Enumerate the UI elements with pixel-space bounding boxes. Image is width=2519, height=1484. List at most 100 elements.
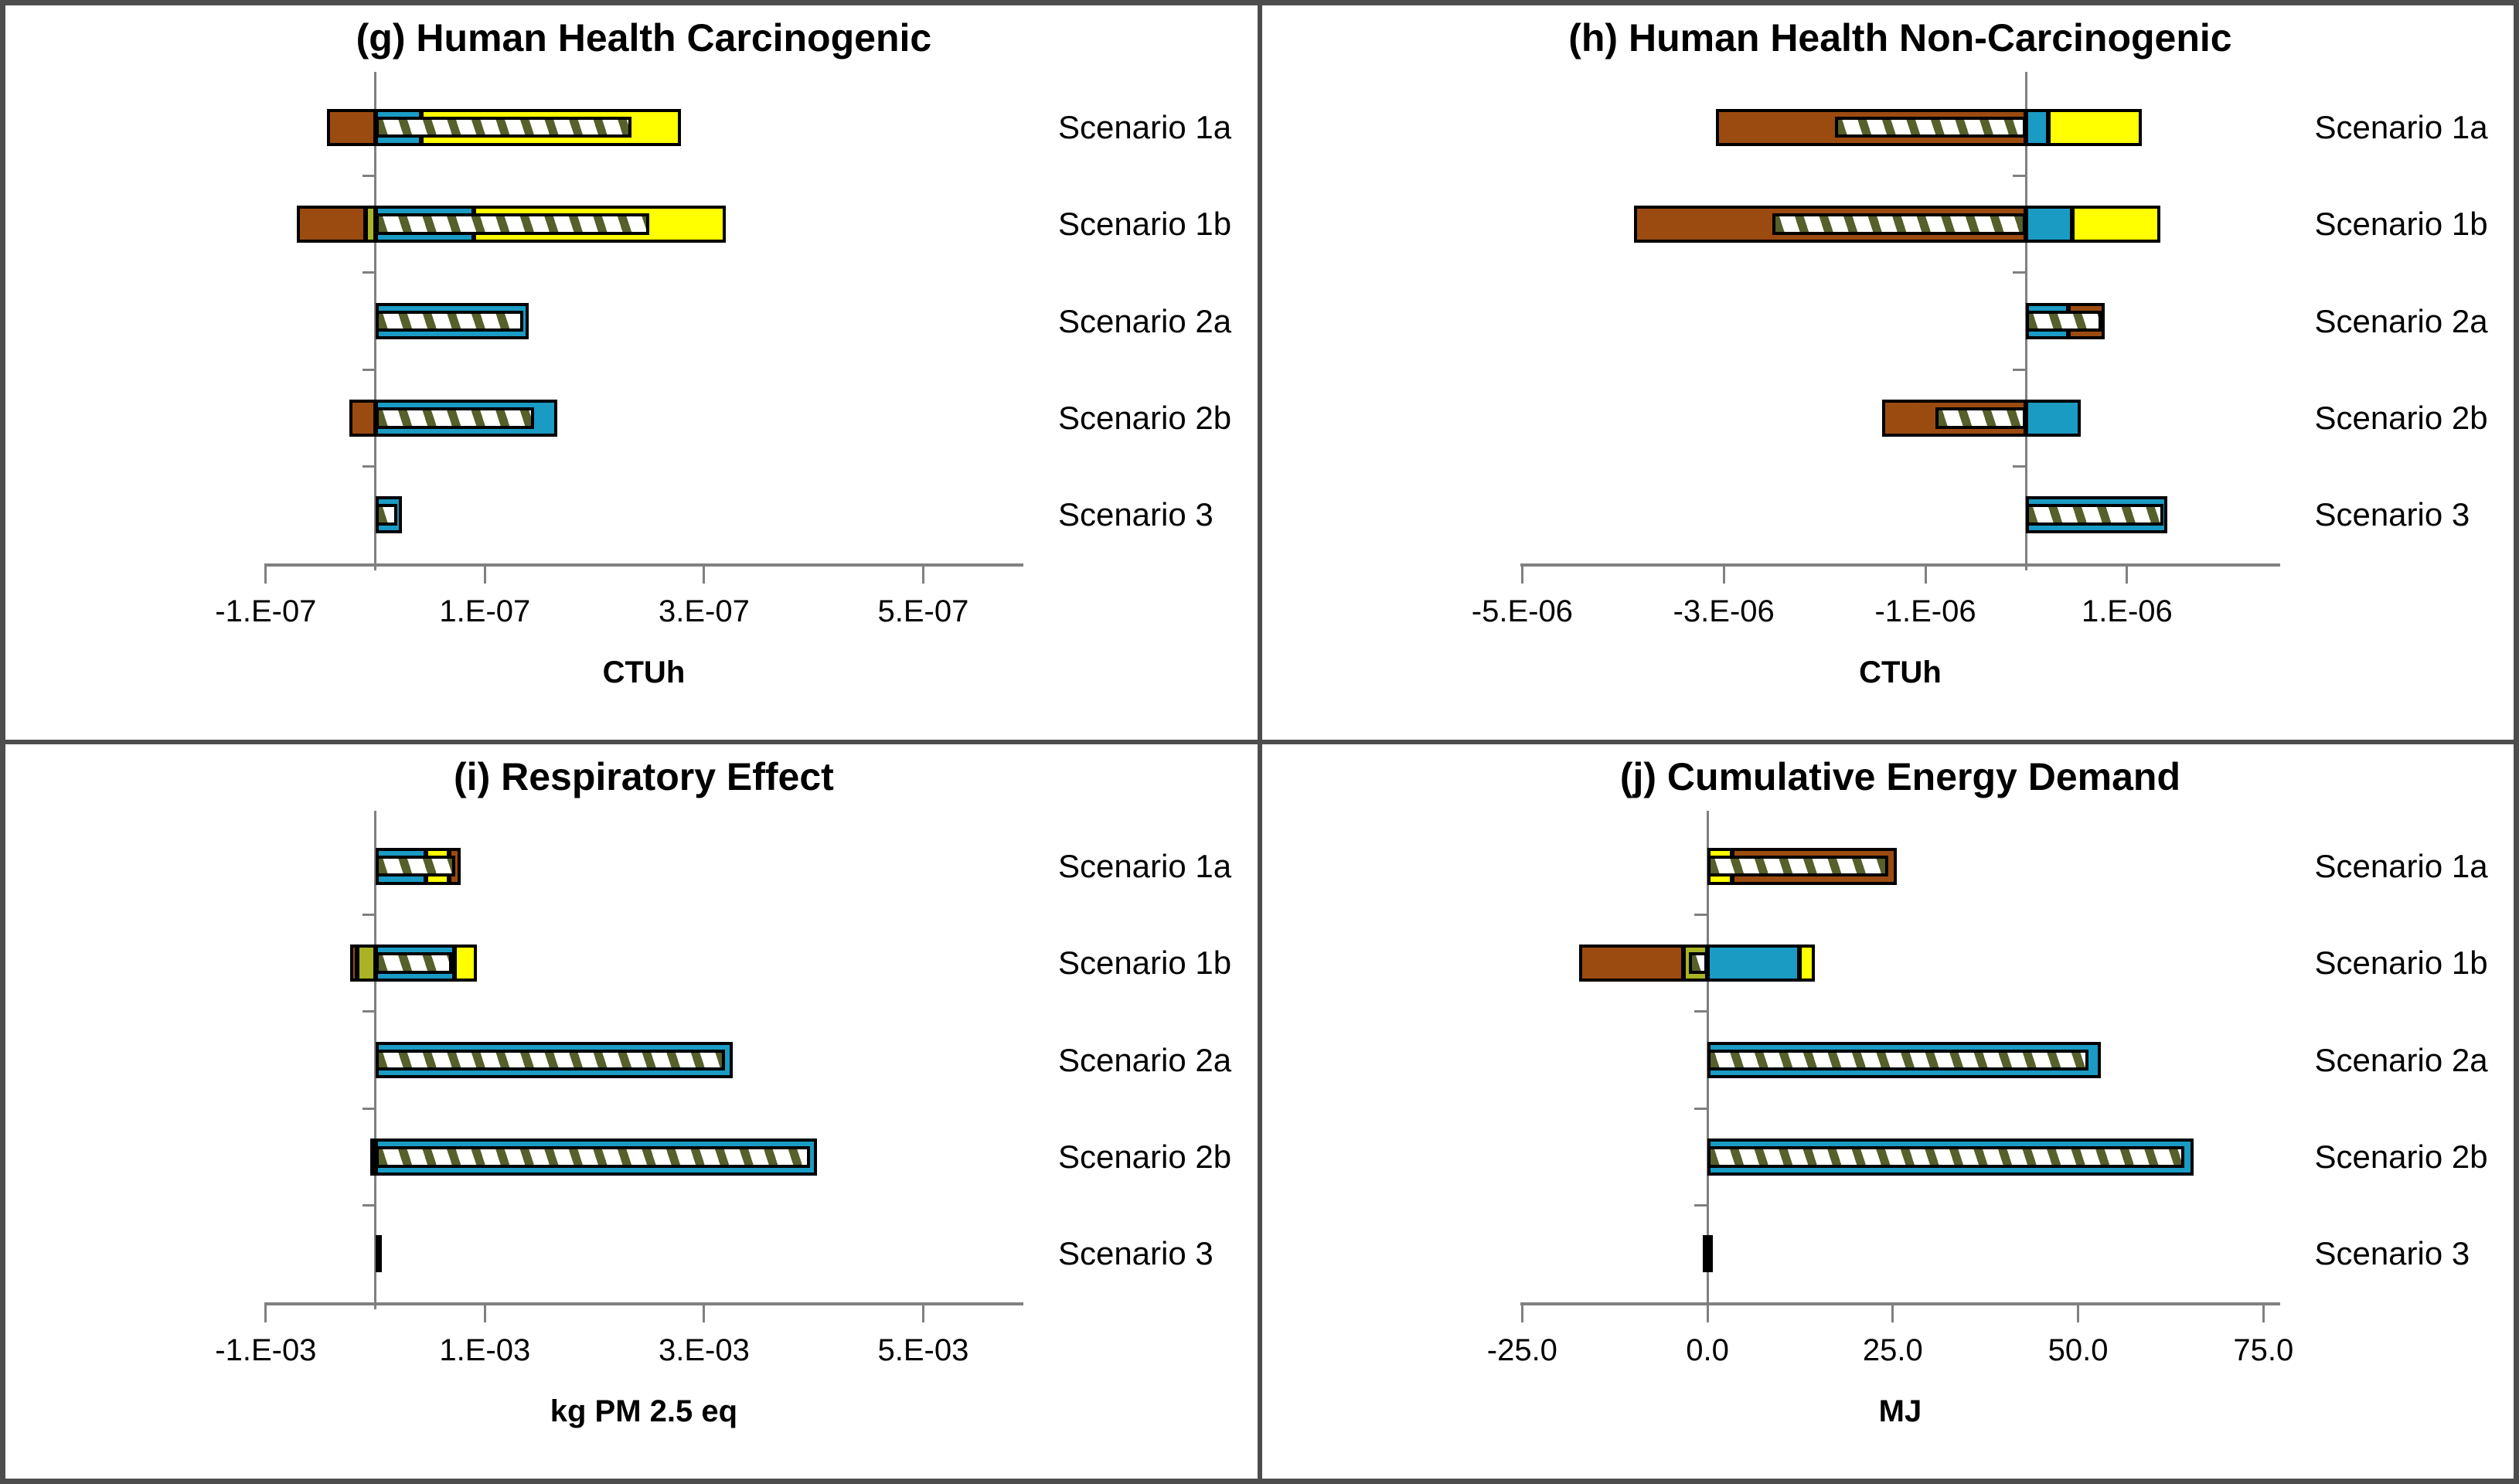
net-total-hatched-bar [375, 310, 523, 332]
bar-row [1522, 79, 2278, 175]
category-axis-tick [2013, 174, 2027, 177]
scenario-label: Scenario 1b [2314, 206, 2488, 243]
net-total-hatched-bar [375, 855, 456, 877]
x-axis-tick [264, 563, 267, 584]
net-total-hatched-bar [375, 407, 535, 429]
scenario-label: Scenario 2a [2314, 302, 2488, 339]
x-axis-tick [1891, 1302, 1894, 1322]
net-total-hatched-bar [1707, 1049, 2088, 1071]
x-axis-tick [1706, 1302, 1709, 1322]
x-axis-tick [703, 563, 706, 584]
x-axis-tick-label: 1.E-03 [439, 1333, 531, 1367]
bar-row [1522, 1012, 2278, 1108]
category-axis-tick [2013, 465, 2027, 468]
bar-row [1522, 1108, 2278, 1205]
bar-outline [327, 108, 682, 146]
plot-area: -25.0 0.0 25.0 50.0 75.0 Scenario 1a Scenario … [1487, 810, 2488, 1367]
x-axis-tick [2126, 563, 2129, 584]
scenario-label: Scenario 3 [2314, 1235, 2470, 1272]
bar-row [266, 1206, 1022, 1302]
scenario-label: Scenario 1a [1057, 108, 1232, 145]
bar-row [266, 175, 1022, 272]
scenario-label: Scenario 2a [1057, 1041, 1232, 1078]
panel-j-cumulative-energy-demand: (j) Cumulative Energy Demand -25.0 0.0 25.… [1259, 742, 2516, 1481]
x-axis-line [1520, 563, 2280, 567]
x-axis-label: kg PM 2.5 eq [550, 1394, 738, 1428]
bar-outline [1634, 206, 2160, 243]
plot-area: -5.E-06 -3.E-06 -1.E-06 1.E-06 Scenario 1a Sc… [1472, 71, 2488, 628]
scenario-label: Scenario 1b [1057, 206, 1232, 243]
scenario-label: Scenario 2a [1057, 302, 1232, 339]
scenario-label: Scenario 2b [2314, 399, 2488, 436]
panel-title: (i) Respiratory Effect [454, 755, 834, 799]
panel-title: (g) Human Health Carcinogenic [356, 16, 932, 60]
x-axis-line [264, 1302, 1024, 1305]
x-axis-tick-label: 3.E-03 [658, 1333, 750, 1367]
bar-row [266, 467, 1022, 563]
x-axis-tick [1520, 563, 1523, 584]
x-axis-tick-label: -1.E-07 [215, 594, 317, 628]
x-axis-tick [2077, 1302, 2080, 1322]
category-axis-tick [362, 913, 376, 916]
net-total-hatched-bar [375, 952, 452, 974]
panel-h-human-health-non-carcinogenic: (h) Human Health Non-Carcinogenic -5.E-0… [1259, 3, 2516, 742]
bar-row [1522, 1206, 2278, 1302]
bar-outline [1881, 400, 2081, 437]
bar-row [1522, 273, 2278, 369]
scenario-label: Scenario 1a [1057, 847, 1232, 884]
x-axis-tick-label: 75.0 [2233, 1333, 2294, 1367]
category-axis-tick [362, 174, 376, 177]
x-axis-tick [1520, 1302, 1523, 1322]
x-axis-tick [921, 563, 924, 584]
x-axis-tick-label: -5.E-06 [1471, 594, 1573, 628]
bar-row [266, 914, 1022, 1011]
bar-row [1522, 914, 2278, 1011]
bar-outline [350, 945, 478, 982]
x-axis-tick-label: -25.0 [1486, 1333, 1557, 1367]
panel-g-human-health-carcinogenic: (g) Human Health Carcinogenic -1.E-07 1.E… [3, 3, 1260, 742]
x-axis-tick-label: 5.E-07 [877, 594, 969, 628]
x-axis-tick-label: 3.E-07 [658, 594, 750, 628]
x-axis-line [1520, 1302, 2280, 1305]
scenario-label: Scenario 1b [1057, 945, 1232, 982]
x-axis-tick-label: 5.E-03 [877, 1333, 969, 1367]
category-axis-tick [1694, 1204, 1708, 1207]
x-axis-line [264, 563, 1024, 567]
scenario-label: Scenario 2b [1057, 399, 1232, 436]
x-axis-tick-label: 1.E-06 [2081, 594, 2173, 628]
net-total-hatched-bar [2026, 310, 2102, 332]
category-axis-tick [1694, 913, 1708, 916]
bar-outline [1703, 1235, 1713, 1273]
net-total-hatched-bar [1707, 1146, 2184, 1168]
scenario-label: Scenario 1b [2314, 945, 2488, 982]
net-total-hatched-bar [1772, 213, 2027, 235]
scenario-label: Scenario 2a [2314, 1041, 2488, 1078]
bar-row [1522, 467, 2278, 563]
x-axis-tick-label: 0.0 [1686, 1333, 1729, 1367]
net-total-hatched-bar [375, 116, 632, 138]
bar-row [266, 79, 1022, 175]
category-axis-tick [362, 1010, 376, 1013]
scenario-label: Scenario 1a [2314, 847, 2488, 884]
category-axis-tick [362, 368, 376, 371]
x-axis-tick-label: -3.E-06 [1673, 594, 1775, 628]
plot-area: -1.E-07 1.E-07 3.E-07 5.E-07 Scenario 1a Scen… [215, 71, 1231, 628]
category-axis-tick [362, 465, 376, 468]
bar-outline [349, 400, 557, 437]
category-axis-tick [2013, 368, 2027, 371]
scenario-label: Scenario 3 [2314, 496, 2470, 533]
bar-outline [1715, 108, 2143, 146]
bar-row [1522, 175, 2278, 272]
bar-row [266, 1012, 1022, 1108]
x-axis-label: CTUh [1859, 655, 1942, 689]
x-axis-tick [483, 1302, 486, 1322]
x-axis-tick [703, 1302, 706, 1322]
category-axis-tick [362, 1204, 376, 1207]
net-total-hatched-bar [375, 1146, 811, 1168]
bar-outline [296, 206, 727, 243]
x-axis-label: MJ [1878, 1394, 1922, 1428]
x-axis-tick [483, 563, 486, 584]
net-total-hatched-bar [1834, 116, 2027, 138]
category-axis-tick [2013, 271, 2027, 274]
